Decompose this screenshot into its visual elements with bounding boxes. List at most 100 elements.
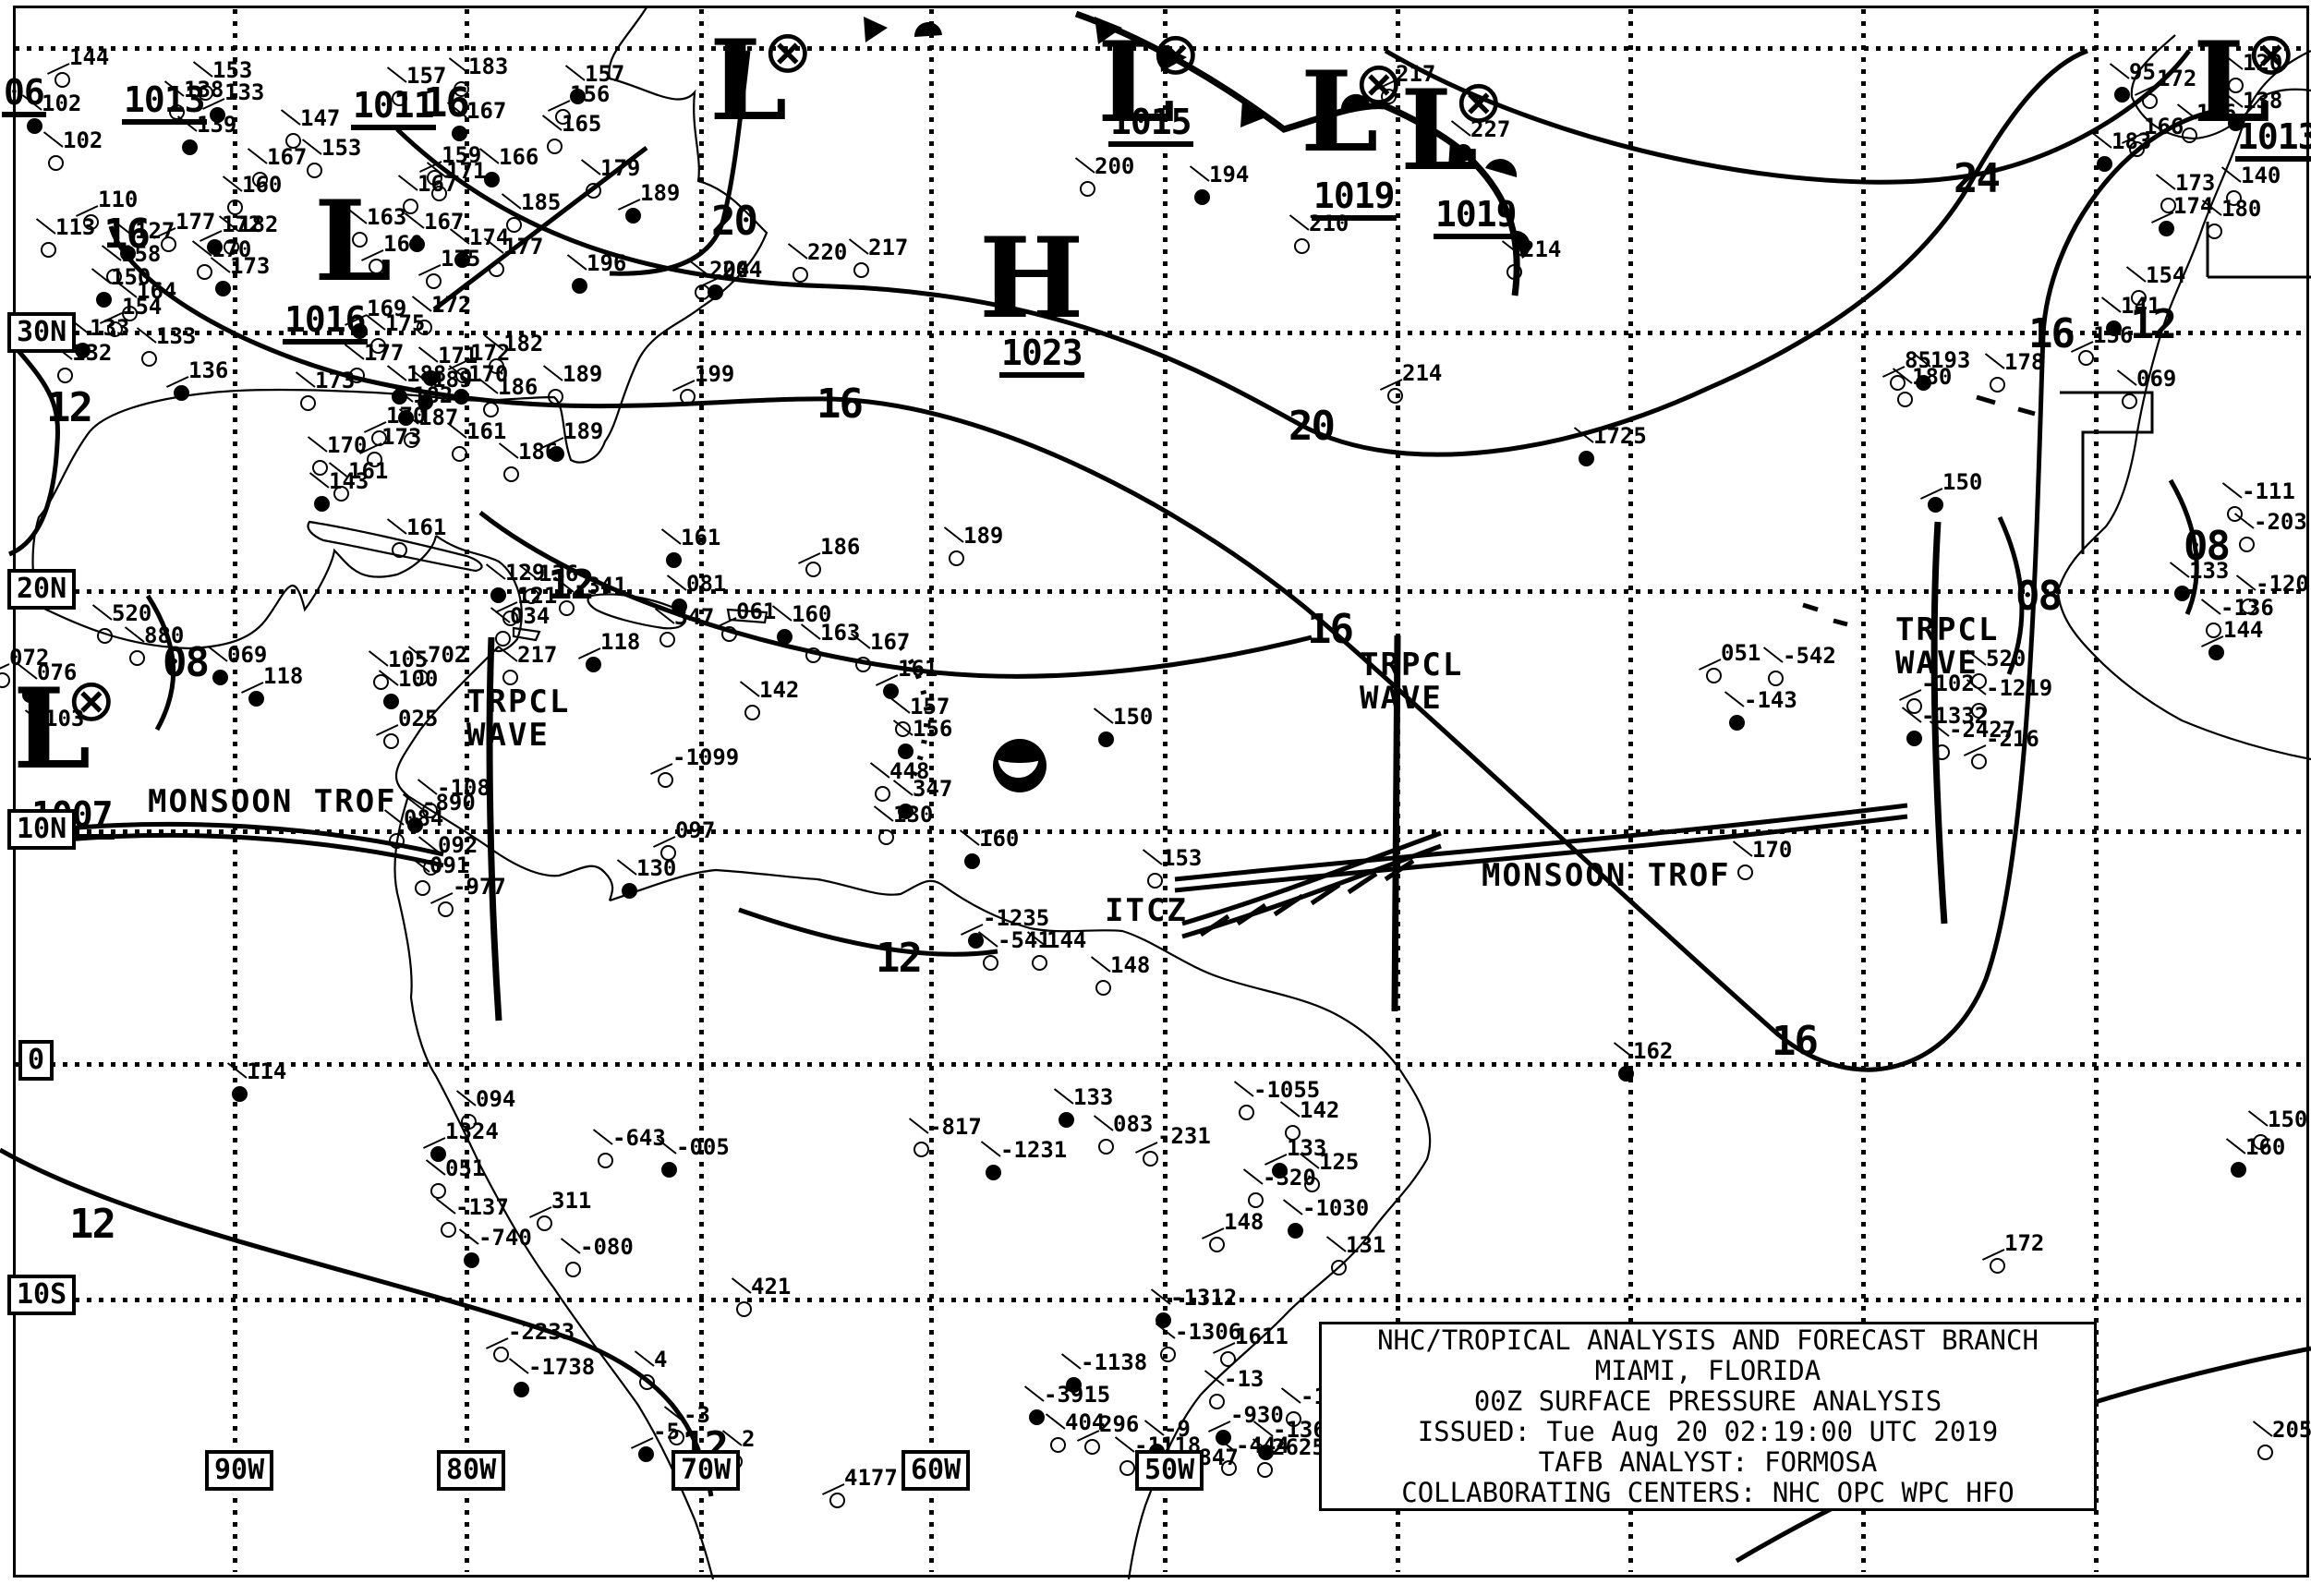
station-circle-icon	[383, 694, 399, 709]
station-value: 159	[442, 142, 482, 168]
station-plot: 034	[490, 605, 550, 647]
isobar-label-08: 08	[2015, 573, 2063, 620]
station-circle-icon	[198, 85, 213, 101]
station-plot: -136	[2200, 597, 2274, 638]
station-value: -341	[574, 573, 627, 598]
station-plot: 142	[1279, 1099, 1339, 1141]
station-plot: 072	[0, 647, 49, 688]
station-plot: 094	[455, 1088, 515, 1130]
station-value: -1312	[1170, 1285, 1238, 1311]
station-plot: 150	[1920, 471, 1982, 513]
station-circle-icon	[438, 901, 454, 917]
station-circle-icon	[430, 1146, 446, 1162]
station-circle-icon	[1066, 1377, 1082, 1393]
station-circle-icon	[285, 133, 301, 149]
station-circle-icon	[106, 269, 122, 284]
station-value: 189	[563, 361, 603, 387]
noaa-logo	[993, 739, 1047, 792]
station-plot: 1324	[423, 1120, 499, 1162]
station-plot: 156	[892, 718, 952, 759]
station-plot: -542	[1762, 645, 1836, 686]
isobar-label-08: 08	[2184, 523, 2231, 570]
station-plot: -977	[430, 876, 506, 917]
station-value: 167	[870, 629, 911, 655]
station-value: 091	[430, 852, 470, 878]
station-plot: 200	[1074, 155, 1134, 197]
station-value: 141	[2121, 293, 2161, 319]
grid-meridian	[1861, 9, 1866, 1572]
station-value: 154	[2146, 262, 2186, 288]
station-plot: 186	[478, 376, 538, 417]
station-plot: 4	[634, 1348, 667, 1390]
station-value: 520	[112, 600, 152, 626]
station-plot: -817	[908, 1116, 982, 1157]
station-value: 153	[1162, 845, 1203, 871]
station-circle-icon	[300, 395, 316, 411]
isobar-label-16: 16	[1307, 606, 1354, 653]
station-value: 157	[585, 61, 625, 87]
feature-label-itcz: ITCZ	[1105, 892, 1188, 929]
station-circle-icon	[489, 358, 504, 374]
station-plot: 167	[850, 629, 911, 672]
station-value: 136	[188, 357, 229, 383]
station-value: 196	[587, 250, 627, 276]
central-pressure-value: 1015	[1108, 103, 1193, 147]
station-circle-icon	[415, 880, 430, 896]
pressure-letter-L: L	[709, 16, 788, 146]
station-circle-icon	[452, 126, 467, 141]
station-circle-icon	[503, 466, 519, 482]
station-circle-icon	[2122, 393, 2137, 409]
station-circle-icon	[454, 252, 470, 268]
station-value: 173	[315, 368, 356, 393]
dissipating-cross-icon: ⊗	[2246, 20, 2296, 89]
station-value: -890	[422, 790, 476, 816]
station-circle-icon	[22, 687, 38, 703]
station-circle-icon	[744, 705, 760, 720]
pressure-letter-H: H	[979, 213, 1084, 344]
station-value: 170	[212, 236, 252, 262]
station-value: 156	[570, 81, 611, 107]
station-value: 144	[2223, 617, 2264, 643]
station-plot: 2	[721, 1428, 755, 1469]
station-plot: 311	[529, 1190, 591, 1231]
station-value: 173	[381, 424, 422, 450]
station-plot: 157	[889, 695, 950, 737]
station-circle-icon	[1294, 238, 1310, 254]
isobar-label-12: 12	[2130, 301, 2177, 348]
station-circle-icon	[212, 670, 228, 685]
station-plot: 180	[2201, 198, 2261, 239]
station-plot: 4177	[822, 1467, 898, 1508]
station-value: 138	[2243, 88, 2283, 114]
central-pressure-value: 1019	[1312, 177, 1397, 221]
station-circle-icon	[161, 236, 176, 252]
station-circle-icon	[1143, 1151, 1158, 1167]
station-plot: 161	[446, 420, 506, 462]
station-plot: 140	[2220, 164, 2281, 206]
station-plot: -2427	[1929, 719, 2015, 760]
station-circle-icon	[586, 657, 601, 672]
station-plot: 130	[873, 804, 933, 845]
grid-meridian	[699, 9, 704, 1572]
station-circle-icon	[1050, 1437, 1066, 1453]
station-plot: 144	[2201, 617, 2264, 660]
station-value: 160	[792, 601, 832, 627]
title-line-city: MIAMI, FLORIDA	[1594, 1354, 1821, 1386]
station-value: 139	[197, 112, 237, 138]
station-plot: 120	[2222, 52, 2282, 93]
station-plot: 173	[210, 255, 270, 296]
station-value: 520	[1986, 646, 2027, 671]
station-plot: 156	[2071, 324, 2133, 366]
title-line-analyst: TAFB ANALYST: FORMOSA	[1538, 1445, 1878, 1478]
station-plot: 100	[378, 668, 438, 709]
station-circle-icon	[413, 670, 429, 685]
station-plot: -120	[2235, 573, 2309, 614]
station-circle-icon	[805, 562, 821, 577]
grid-meridian	[1163, 9, 1168, 1572]
station-plot: -2233	[486, 1321, 575, 1362]
station-value: -5	[653, 1419, 680, 1445]
station-value: 129	[505, 560, 546, 586]
station-plot: 185	[501, 191, 561, 233]
tropical-wave-axes	[486, 521, 1948, 1022]
station-value: 161	[406, 514, 447, 540]
